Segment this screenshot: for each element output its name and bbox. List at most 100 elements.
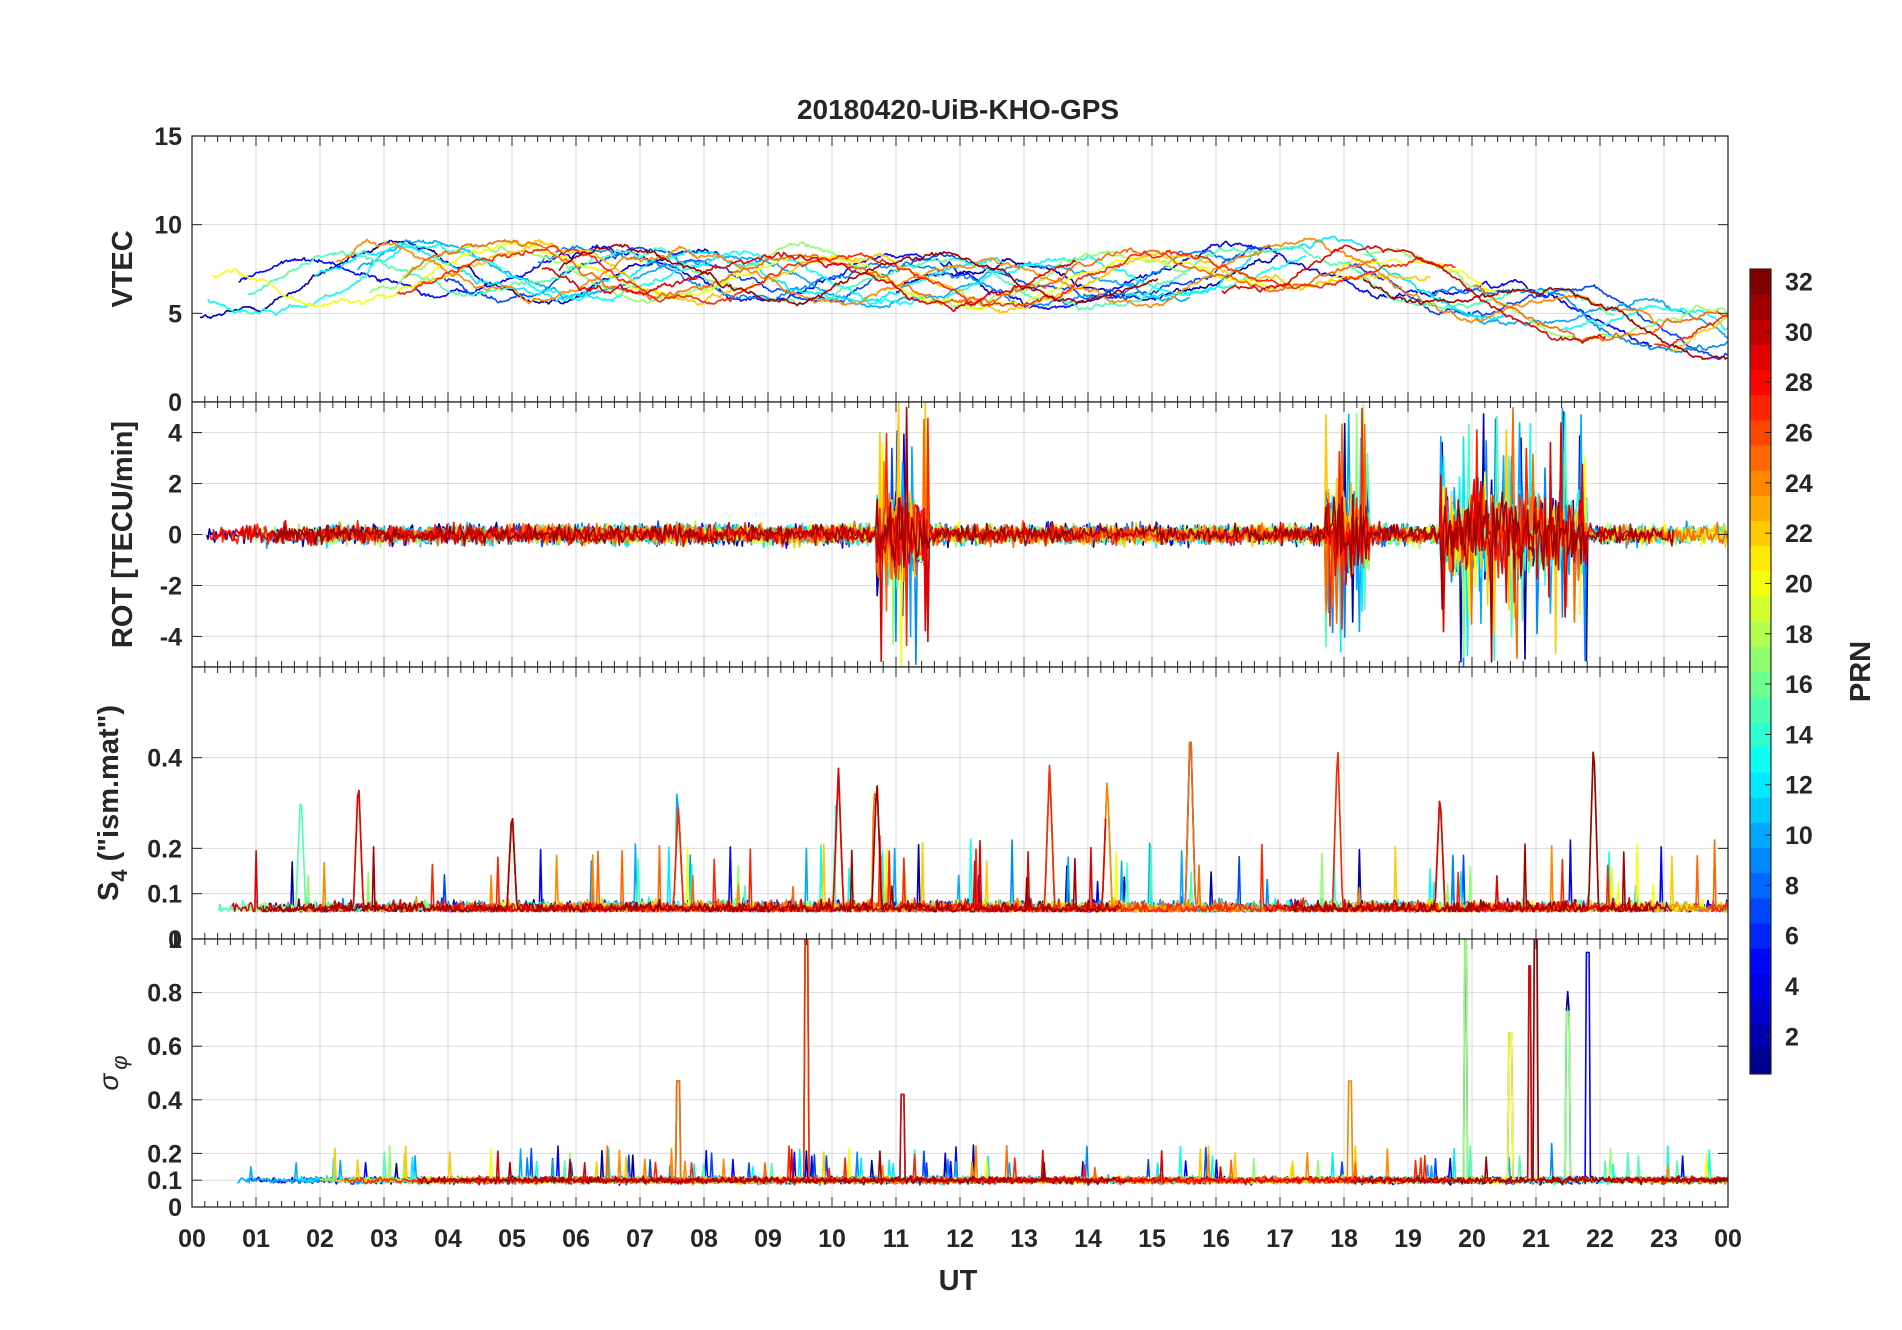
y-tick-label: 0	[168, 1194, 182, 1222]
series-prn-29	[1221, 244, 1606, 344]
y-tick-label: 10	[154, 212, 182, 240]
colorbar-tick-label: 22	[1785, 520, 1813, 548]
colorbar-band	[1750, 1023, 1771, 1050]
x-tick-label: 01	[242, 1225, 270, 1253]
colorbar-band	[1750, 897, 1771, 924]
series-prn-29	[1270, 422, 1654, 633]
colorbar-band	[1750, 646, 1771, 672]
colorbar-band	[1750, 998, 1771, 1025]
series-prn-31	[262, 785, 1121, 913]
series-prn-31	[1362, 278, 1728, 360]
colorbar-frame	[1749, 268, 1772, 1075]
traces	[199, 235, 1728, 361]
series-prn-9	[537, 245, 1241, 308]
colorbar-tick-label: 14	[1785, 721, 1813, 749]
y-tick-label: 0.1	[147, 881, 182, 909]
colorbar-band	[1750, 923, 1771, 949]
y-tick-label: -4	[160, 623, 182, 651]
series-prn-31	[417, 1150, 1128, 1186]
y-tick-label: 1	[168, 926, 182, 954]
y-tick-label: 0	[168, 926, 182, 954]
colorbar-band	[1750, 797, 1771, 823]
colorbar-band	[1750, 847, 1771, 874]
series-prn-31	[1352, 939, 1728, 1186]
x-tick-label: 16	[1202, 1225, 1230, 1253]
x-tick-label: 04	[434, 1225, 462, 1253]
y-tick-label: 0.8	[147, 980, 182, 1008]
series-prn-24	[335, 237, 1658, 324]
series-prn-2	[895, 254, 1278, 301]
traces	[205, 402, 1728, 667]
y-axis-label: VTEC	[107, 230, 139, 307]
colorbar-label: PRN	[1845, 641, 1877, 702]
series-prn-27	[1654, 314, 1728, 349]
colorbar-band	[1750, 872, 1771, 899]
panel-s4: 0.1 0.2 0.4 0 S4 ("ism.mat")	[93, 666, 1729, 954]
panel-rot: -4 -2 0 2 4 ROT [TECU/min]	[107, 401, 1729, 668]
colorbar-band	[1750, 746, 1771, 773]
colorbar-band	[1750, 269, 1771, 295]
x-axis-label: UT	[939, 1265, 978, 1297]
colorbar-band	[1750, 319, 1771, 345]
colorbar-band	[1750, 344, 1771, 371]
x-tick-label: 23	[1650, 1225, 1678, 1253]
y-tick-label: 0.2	[147, 835, 182, 863]
chart-title: 20180420-UiB-KHO-GPS	[797, 94, 1119, 125]
colorbar-tick-label: 10	[1785, 822, 1813, 850]
colorbar-band	[1750, 570, 1771, 597]
colorbar-tick-label: 24	[1785, 470, 1813, 498]
colorbar-band	[1750, 470, 1771, 496]
x-tick-label: 11	[883, 1225, 910, 1253]
series-prn-22	[1670, 315, 1728, 353]
series-prn-27	[1708, 900, 1728, 913]
x-tick-label: 14	[1074, 1225, 1102, 1253]
y-tick-label: 4	[168, 420, 182, 448]
series-prn-31	[558, 243, 1159, 307]
series-prn-10	[1438, 296, 1728, 340]
x-tick-label: 06	[562, 1225, 590, 1253]
x-tick-label: 09	[754, 1225, 782, 1253]
x-tick-label: 08	[690, 1225, 718, 1253]
traces	[217, 741, 1728, 913]
y-tick-label: 0.2	[147, 1140, 182, 1168]
series-prn-25	[1473, 284, 1728, 343]
y-tick-label: 0.6	[147, 1033, 182, 1061]
series-prn-10	[356, 239, 1191, 309]
colorbar-tick-label: 6	[1785, 923, 1799, 951]
x-tick-label: 02	[306, 1225, 334, 1253]
series-prn-31	[1289, 751, 1673, 913]
y-axis-label: S4 ("ism.mat")	[93, 705, 132, 901]
x-tick-label: 21	[1522, 1225, 1550, 1253]
x-tick-label: 05	[498, 1225, 526, 1253]
colorbar-band	[1750, 973, 1771, 1000]
x-tick-label: 15	[1138, 1225, 1166, 1253]
colorbar-tick-label: 2	[1785, 1023, 1799, 1051]
colorbar-band	[1750, 419, 1771, 446]
colorbar-band	[1750, 721, 1771, 748]
x-tick-label: 00	[1714, 1225, 1742, 1253]
colorbar-band	[1750, 495, 1771, 522]
x-tick-label: 10	[818, 1225, 846, 1253]
traces	[236, 939, 1728, 1187]
x-tick-label: 20	[1458, 1225, 1486, 1253]
colorbar-band	[1750, 948, 1771, 974]
colorbar-band	[1750, 394, 1771, 421]
series-prn-17	[369, 241, 1188, 310]
y-tick-label: 5	[168, 300, 182, 328]
y-axis-label: σφ	[93, 1055, 132, 1090]
colorbar-band	[1750, 772, 1771, 798]
y-tick-label: 2	[168, 471, 182, 499]
x-tick-label: 13	[1010, 1225, 1038, 1253]
colorbar-tick-label: 4	[1785, 973, 1799, 1001]
y-tick-label: 0.1	[147, 1167, 182, 1195]
series-prn-31	[272, 406, 1674, 663]
y-tick-label: -2	[160, 572, 182, 600]
series-prn-15	[248, 245, 1615, 316]
colorbar-tick-label: 16	[1785, 671, 1813, 699]
colorbar-band	[1750, 294, 1771, 320]
x-tick-label: 17	[1266, 1225, 1294, 1253]
series-prn-13	[1559, 304, 1728, 332]
